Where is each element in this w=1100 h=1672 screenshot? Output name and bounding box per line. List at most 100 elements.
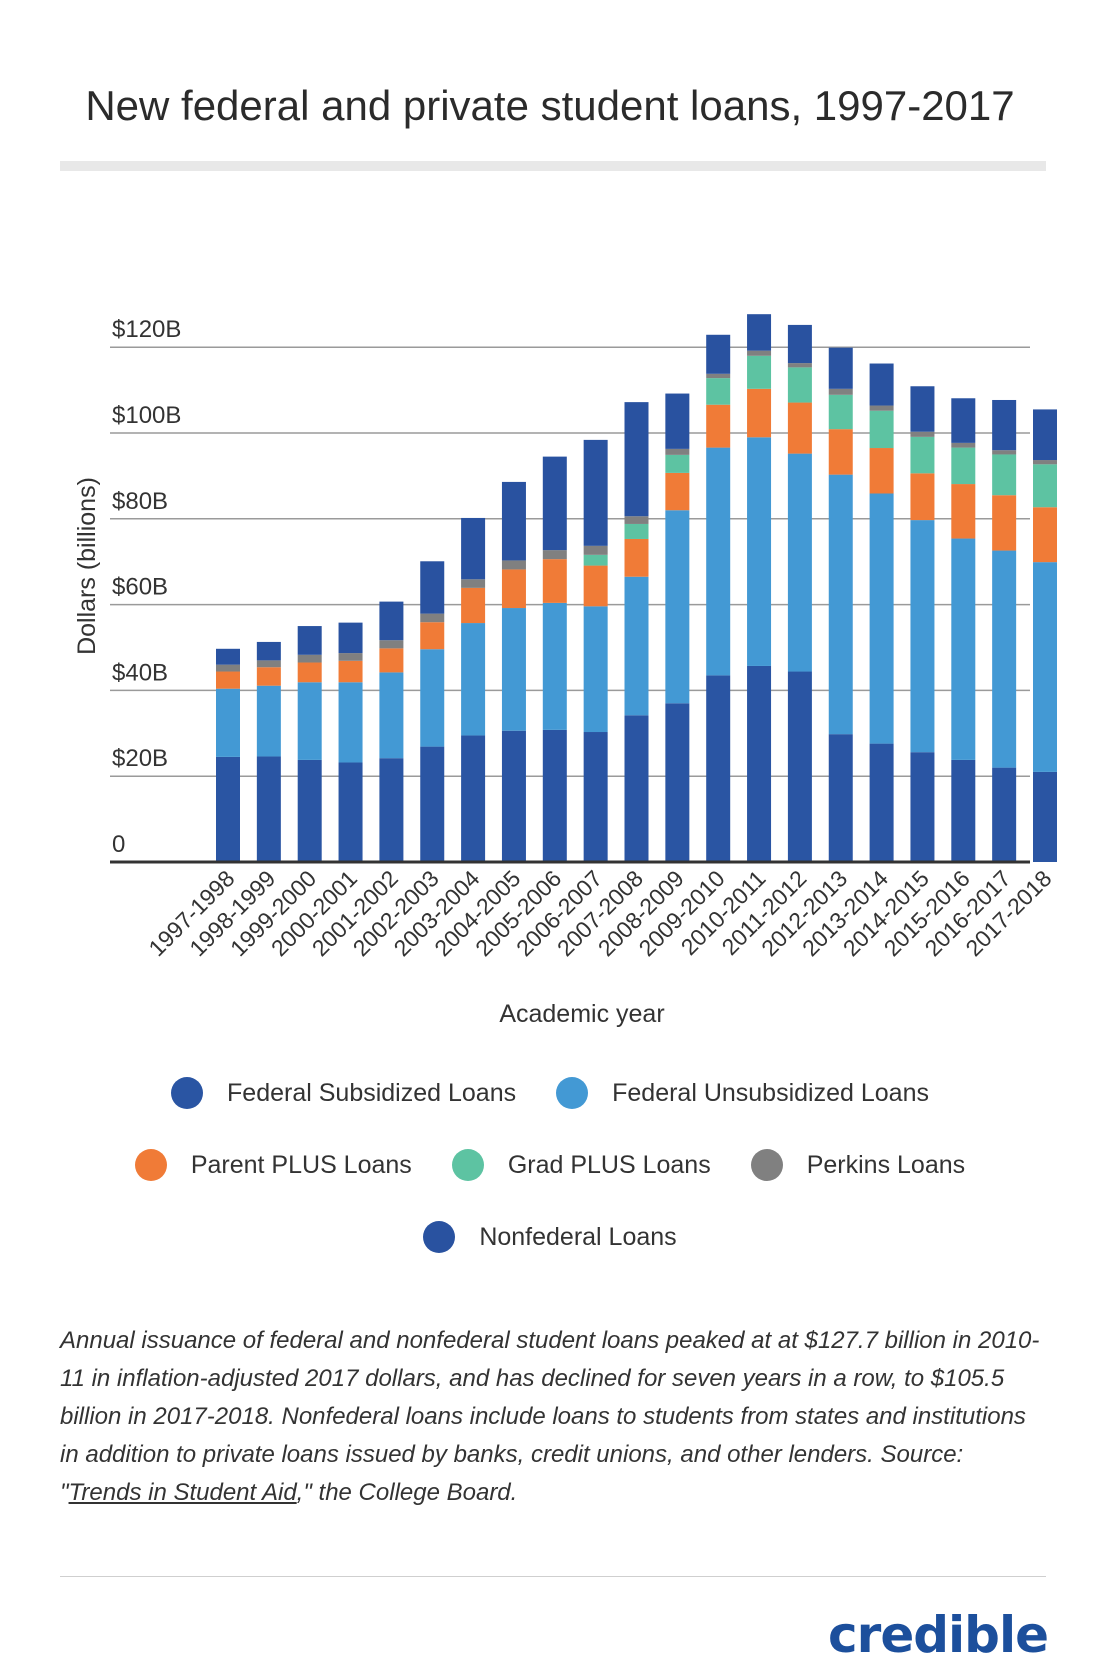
bar-federal-unsubsidized-loans2007-2008 bbox=[624, 576, 649, 716]
legend-swatch bbox=[134, 1149, 167, 1181]
bar-parent-plus-loans2017-2018 bbox=[1033, 507, 1057, 563]
bar-parent-plus-loans2000-2001 bbox=[338, 660, 363, 683]
legend-row: Parent PLUS Loans Grad PLUS Loans Perkins … bbox=[0, 1147, 1100, 1183]
bar-perkins-loans2011-2012 bbox=[787, 363, 812, 368]
bar-parent-plus-loans2001-2002 bbox=[379, 648, 404, 673]
bar-nonfederal-loans2002-2003 bbox=[420, 561, 445, 614]
bar-parent-plus-loans1997-1998 bbox=[216, 671, 240, 689]
bar-federal-subsidized-loans2000-2001 bbox=[338, 762, 363, 862]
bar-perkins-loans2007-2008 bbox=[624, 516, 649, 524]
bar-nonfederal-loans2013-2014 bbox=[869, 363, 894, 406]
legend-swatch bbox=[750, 1149, 783, 1181]
bar-parent-plus-loans1999-2000 bbox=[297, 662, 322, 683]
legend-item: Perkins Loans bbox=[750, 1149, 966, 1181]
legend-item: Federal Unsubsidized Loans bbox=[556, 1077, 929, 1109]
bar-federal-subsidized-loans2010-2011 bbox=[747, 665, 772, 862]
chart-legend: Federal Subsidized Loans Federal Unsubsid… bbox=[0, 1075, 1100, 1291]
caption-text: Annual issuance of federal and nonfedera… bbox=[60, 1327, 1040, 1506]
bar-nonfederal-loans1999-2000 bbox=[297, 626, 322, 655]
legend-row: Federal Subsidized Loans Federal Unsubsid… bbox=[0, 1075, 1100, 1111]
bar-federal-unsubsidized-loans1999-2000 bbox=[297, 682, 322, 760]
bar-nonfederal-loans2016-2017 bbox=[992, 399, 1017, 451]
bar-grad-plus-loans2006-2007 bbox=[583, 554, 608, 566]
bar-federal-subsidized-loans1997-1998 bbox=[216, 756, 240, 862]
bar-federal-subsidized-loans2014-2015 bbox=[910, 752, 935, 862]
bar-federal-unsubsidized-loans2006-2007 bbox=[583, 606, 608, 733]
bar-perkins-loans2002-2003 bbox=[420, 613, 445, 623]
legend-swatch bbox=[423, 1221, 456, 1253]
bar-federal-unsubsidized-loans2011-2012 bbox=[787, 453, 812, 672]
bar-nonfederal-loans2012-2013 bbox=[828, 347, 853, 389]
bar-nonfederal-loans2008-2009 bbox=[665, 393, 690, 449]
bar-federal-unsubsidized-loans2015-2016 bbox=[951, 538, 976, 760]
y-axis-title: Dollars (billions) bbox=[73, 477, 101, 655]
bar-federal-subsidized-loans2007-2008 bbox=[624, 715, 649, 862]
bar-parent-plus-loans2014-2015 bbox=[910, 473, 935, 521]
bar-grad-plus-loans2008-2009 bbox=[665, 454, 690, 473]
bar-parent-plus-loans2009-2010 bbox=[706, 404, 731, 448]
bar-nonfederal-loans2005-2006 bbox=[542, 456, 567, 551]
bar-federal-unsubsidized-loans2005-2006 bbox=[542, 602, 567, 730]
y-tick-label: $60B bbox=[112, 574, 168, 601]
bar-grad-plus-loans2010-2011 bbox=[747, 355, 772, 389]
legend-label: Federal Subsidized Loans bbox=[227, 1078, 517, 1107]
chart-title: New federal and private student loans, 1… bbox=[85, 82, 1015, 129]
footer-divider bbox=[60, 1576, 1046, 1577]
bar-federal-subsidized-loans2005-2006 bbox=[542, 729, 567, 862]
bar-federal-subsidized-loans2008-2009 bbox=[665, 703, 690, 862]
bar-perkins-loans2013-2014 bbox=[869, 405, 894, 411]
legend-row: Nonfederal Loans bbox=[0, 1219, 1100, 1255]
legend-label: Nonfederal Loans bbox=[479, 1222, 677, 1251]
y-tick-label: $100B bbox=[112, 402, 181, 429]
bar-nonfederal-loans2007-2008 bbox=[624, 402, 649, 517]
bar-grad-plus-loans2015-2016 bbox=[951, 447, 976, 485]
bar-parent-plus-loans2011-2012 bbox=[787, 402, 812, 454]
bar-nonfederal-loans2010-2011 bbox=[747, 314, 772, 351]
bar-perkins-loans2010-2011 bbox=[747, 350, 772, 356]
bar-parent-plus-loans2015-2016 bbox=[951, 484, 976, 539]
bar-federal-unsubsidized-loans1998-1999 bbox=[256, 685, 281, 757]
bar-grad-plus-loans2009-2010 bbox=[706, 378, 731, 405]
bar-grad-plus-loans2012-2013 bbox=[828, 394, 853, 430]
stacked-bar-chart: 0 $20B $40B $60B $80B $100B $120B Dollars (bill… bbox=[73, 314, 1057, 1028]
bar-parent-plus-loans2003-2004 bbox=[461, 587, 486, 624]
bar-perkins-loans1999-2000 bbox=[297, 654, 322, 663]
bar-parent-plus-loans2006-2007 bbox=[583, 565, 608, 607]
chart-caption: Annual issuance of federal and nonfedera… bbox=[60, 1322, 1050, 1512]
legend-label: Perkins Loans bbox=[806, 1150, 966, 1179]
y-tick-label: $20B bbox=[112, 745, 168, 772]
bar-federal-subsidized-loans2013-2014 bbox=[869, 743, 894, 862]
bar-federal-subsidized-loans2011-2012 bbox=[787, 671, 812, 862]
y-tick-label: $80B bbox=[112, 488, 168, 515]
bar-perkins-loans2003-2004 bbox=[461, 579, 486, 588]
bar-perkins-loans1997-1998 bbox=[216, 664, 240, 672]
bar-federal-subsidized-loans2012-2013 bbox=[828, 734, 853, 862]
legend-label: Grad PLUS Loans bbox=[507, 1150, 711, 1179]
bar-grad-plus-loans2007-2008 bbox=[624, 523, 649, 539]
bar-nonfederal-loans2015-2016 bbox=[951, 398, 976, 443]
bar-parent-plus-loans2007-2008 bbox=[624, 538, 649, 577]
bar-perkins-loans2009-2010 bbox=[706, 373, 731, 379]
bar-federal-unsubsidized-loans2016-2017 bbox=[992, 550, 1017, 768]
bar-parent-plus-loans2005-2006 bbox=[542, 559, 567, 603]
bar-federal-unsubsidized-loans2004-2005 bbox=[501, 608, 526, 731]
bar-grad-plus-loans2011-2012 bbox=[787, 367, 812, 403]
bar-nonfederal-loans2014-2015 bbox=[910, 386, 935, 432]
bar-parent-plus-loans2013-2014 bbox=[869, 448, 894, 494]
legend-label: Parent PLUS Loans bbox=[190, 1150, 412, 1179]
bar-perkins-loans2005-2006 bbox=[542, 550, 567, 560]
bar-grad-plus-loans2016-2017 bbox=[992, 454, 1017, 496]
bar-nonfederal-loans2000-2001 bbox=[338, 622, 363, 654]
bar-nonfederal-loans1997-1998 bbox=[216, 648, 240, 665]
bar-perkins-loans1998-1999 bbox=[256, 660, 281, 668]
bar-perkins-loans2012-2013 bbox=[828, 388, 853, 395]
x-axis-title: Academic year bbox=[499, 1000, 664, 1028]
bar-perkins-loans2000-2001 bbox=[338, 653, 363, 661]
bar-nonfederal-loans2011-2012 bbox=[787, 324, 812, 364]
bar-federal-subsidized-loans1999-2000 bbox=[297, 759, 322, 862]
legend-item: Grad PLUS Loans bbox=[451, 1149, 711, 1181]
caption-text-end: ," the College Board. bbox=[296, 1479, 518, 1506]
bar-federal-unsubsidized-loans2013-2014 bbox=[869, 493, 894, 744]
bar-perkins-loans2008-2009 bbox=[665, 448, 690, 455]
source-link[interactable]: Trends in Student Aid bbox=[68, 1479, 297, 1506]
